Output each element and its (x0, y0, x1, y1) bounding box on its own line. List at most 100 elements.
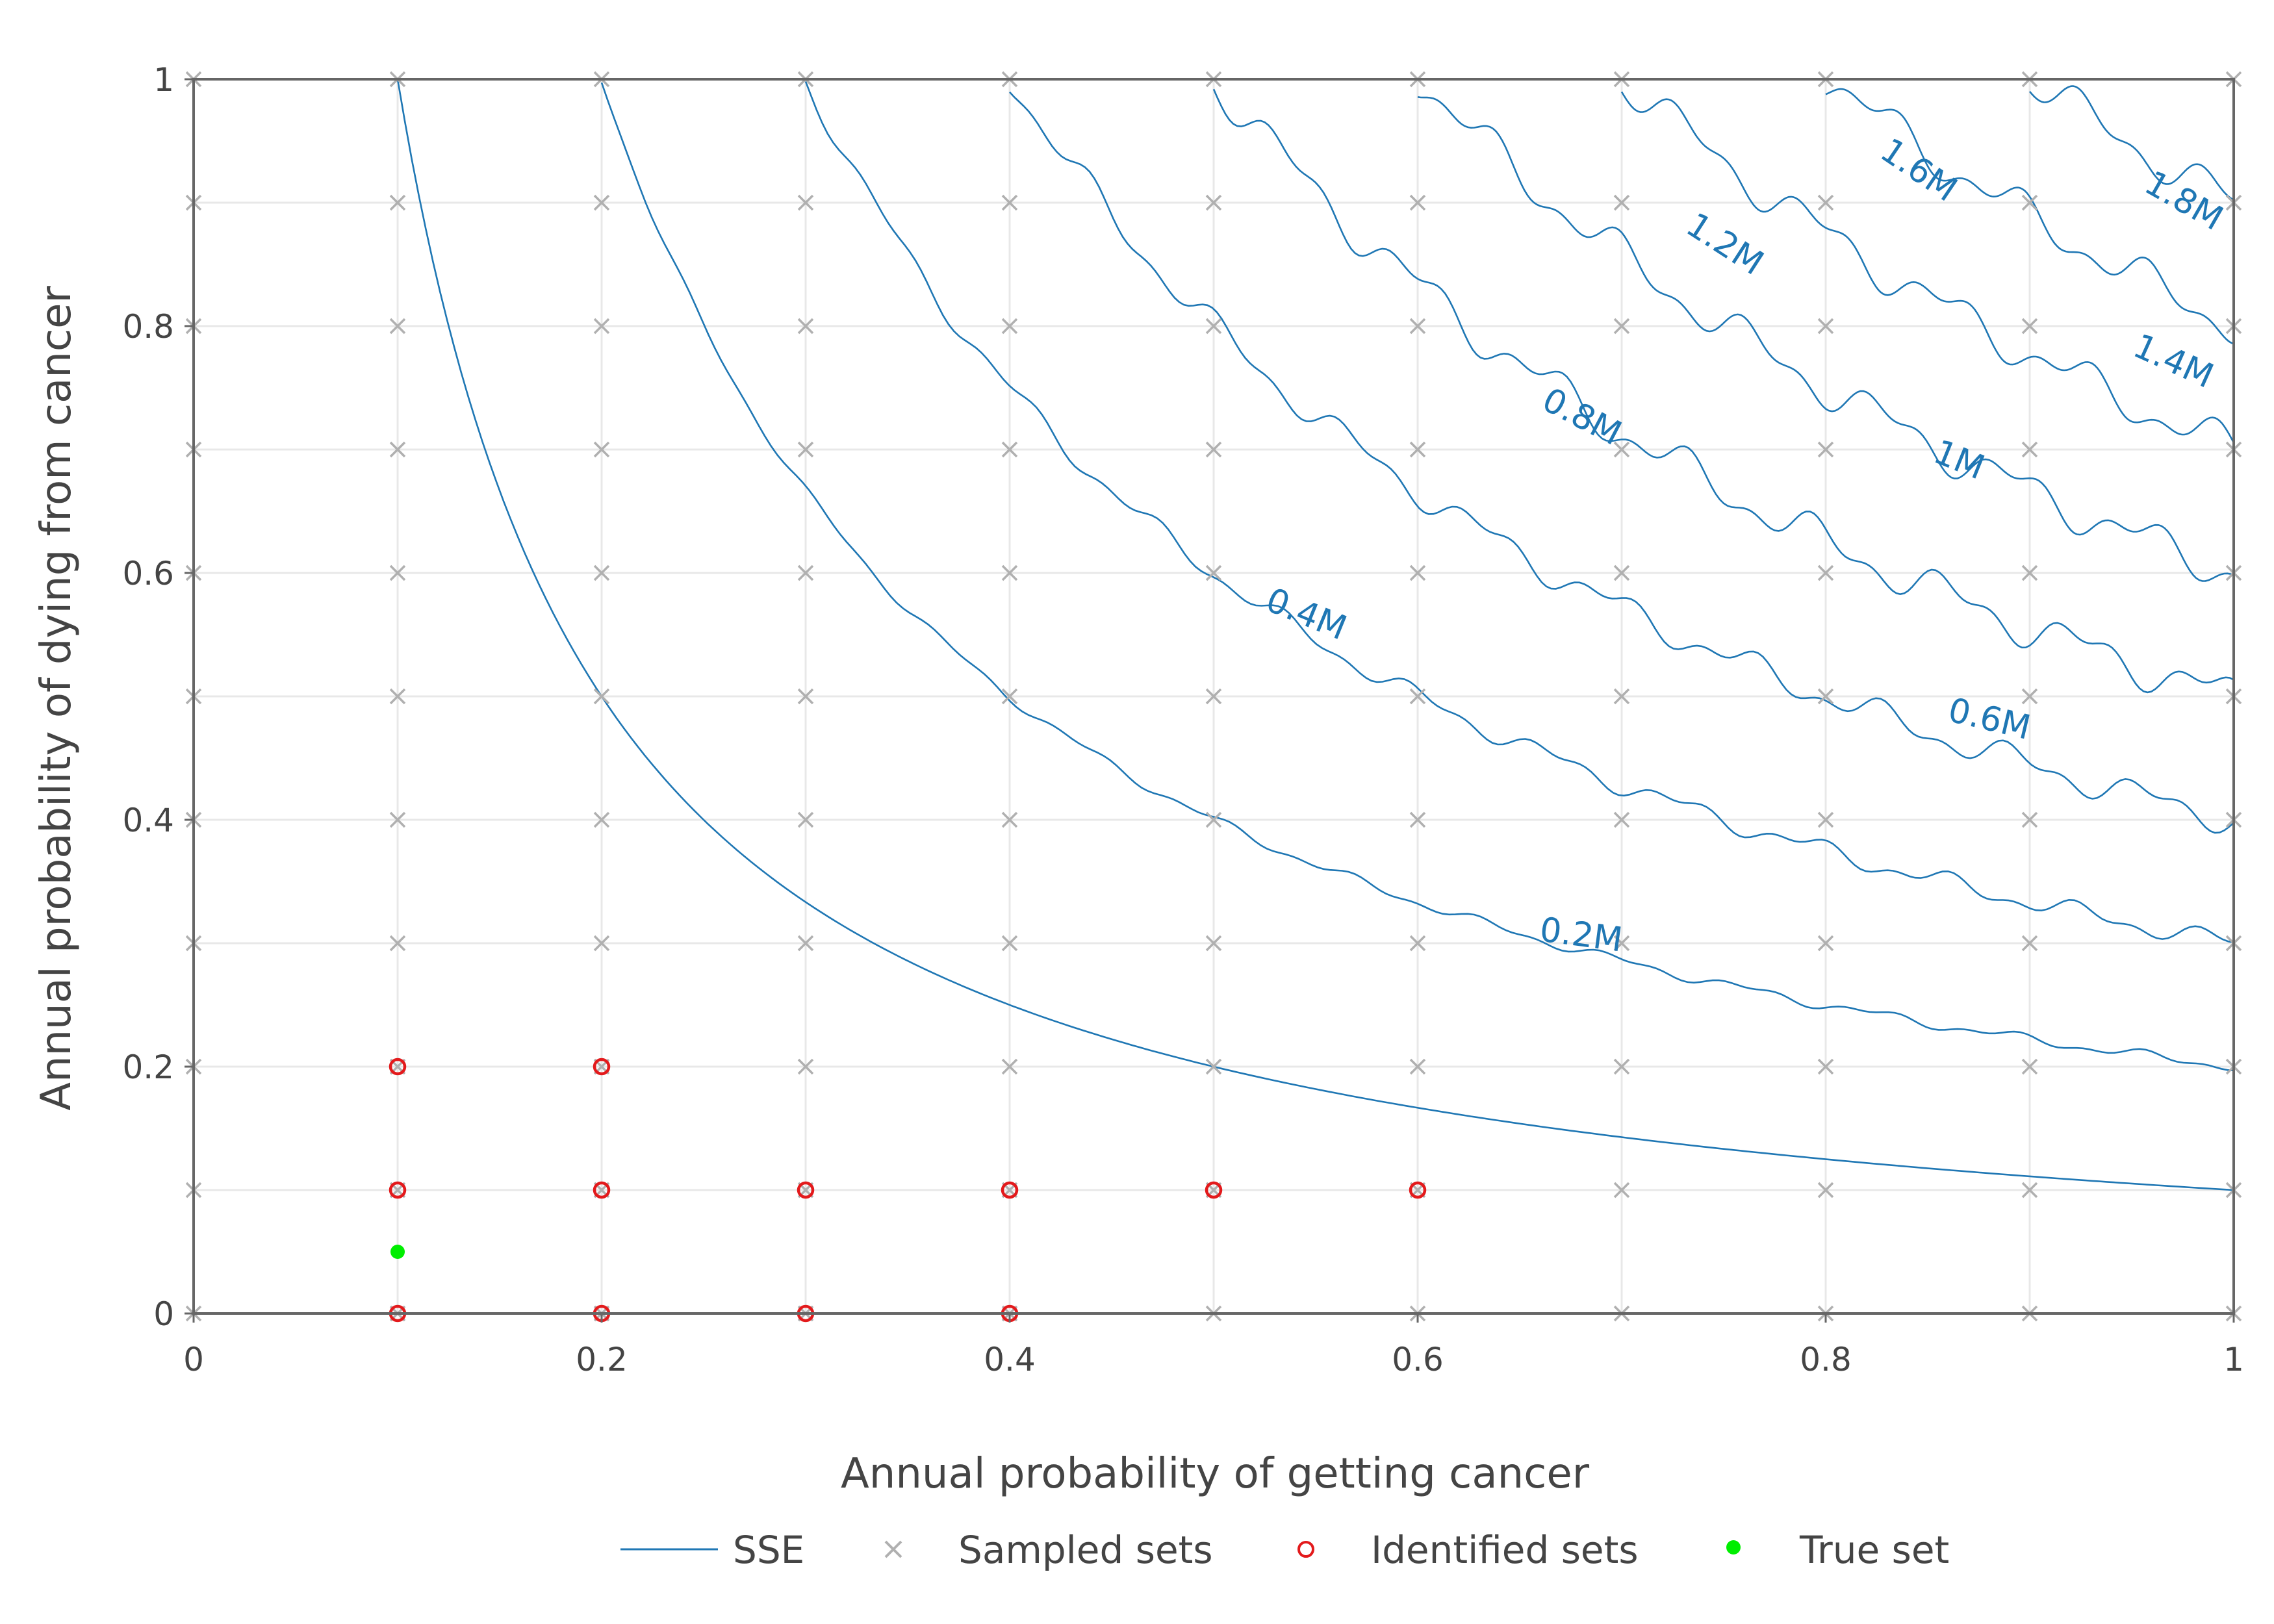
marker-stroke (2021, 441, 2038, 458)
x-axis-title: Annual probability of getting cancer (841, 1450, 1590, 1498)
marker-stroke (1817, 318, 1834, 335)
sampled-set-marker (593, 318, 610, 335)
marker-stroke (797, 1058, 814, 1075)
sampled-set-marker (593, 811, 610, 828)
sampled-set-marker (1001, 935, 1018, 952)
marker-stroke (593, 935, 610, 952)
sampled-sets-markers (185, 71, 2242, 1322)
legend[interactable]: SSE Sampled sets Identified sets True se… (620, 1528, 1949, 1572)
contour-line-0.8M (1009, 91, 2234, 834)
sampled-set-marker (2021, 688, 2038, 705)
legend-item-true-set[interactable]: True set (1726, 1528, 1949, 1572)
marker-stroke (1817, 441, 1834, 458)
sampled-set-marker (593, 194, 610, 211)
sampled-set-marker (1205, 935, 1222, 952)
sampled-set-marker (2021, 1182, 2038, 1199)
x-tick-label: 0.8 (1800, 1341, 1852, 1378)
legend-label-true-set: True set (1799, 1528, 1949, 1572)
marker-stroke (1613, 935, 1630, 952)
axes: 0 0.2 0.4 0.6 0.8 1 0 0.2 0.4 0.6 0.8 1 (122, 61, 2243, 1378)
sampled-set-marker (1205, 441, 1222, 458)
identified-set-marker (797, 1181, 815, 1199)
marker-stroke (1817, 935, 1834, 952)
marker-stroke (2021, 811, 2038, 828)
sampled-set-marker (797, 811, 814, 828)
contour-line-1.4M (1620, 91, 2235, 444)
legend-label-sse: SSE (733, 1528, 804, 1572)
marker-stroke (389, 811, 406, 828)
marker-stroke (1409, 688, 1426, 705)
legend-item-sse[interactable]: SSE (620, 1528, 804, 1572)
legend-item-identified-sets[interactable]: Identified sets (1297, 1528, 1639, 1572)
legend-item-sampled-sets[interactable]: Sampled sets (884, 1528, 1213, 1572)
marker-stroke (1613, 441, 1630, 458)
x-marker-icon (884, 1540, 902, 1558)
identified-set-marker (389, 1181, 407, 1199)
sampled-set-marker (1817, 811, 1834, 828)
sampled-set-marker (1613, 688, 1630, 705)
sampled-set-marker (1817, 565, 1834, 581)
identified-set-marker (1001, 1181, 1019, 1199)
sampled-set-marker (1205, 811, 1222, 828)
plot-frame (192, 78, 2235, 1315)
marker-stroke (1205, 441, 1222, 458)
marker-stroke (1409, 935, 1426, 952)
sampled-set-marker (2021, 194, 2038, 211)
sampled-set-marker (2021, 935, 2038, 952)
sampled-set-marker (797, 318, 814, 335)
marker-stroke (1817, 1182, 1834, 1199)
sampled-set-marker (1613, 1058, 1630, 1075)
marker-stroke (1001, 935, 1018, 952)
marker-stroke (2021, 1058, 2038, 1075)
marker-stroke (593, 811, 610, 828)
sampled-set-marker (1409, 565, 1426, 581)
marker-stroke (593, 441, 610, 458)
marker-stroke (389, 565, 406, 581)
sampled-set-marker (1205, 1058, 1222, 1075)
marker-stroke (389, 318, 406, 335)
open-circle-icon (1297, 1541, 1314, 1558)
marker-stroke (2021, 318, 2038, 335)
marker-stroke (2021, 1182, 2038, 1199)
sampled-set-marker (1613, 811, 1630, 828)
sampled-set-marker (1409, 935, 1426, 952)
sampled-set-marker (1613, 441, 1630, 458)
contour-line-1.6M (1825, 88, 2234, 345)
marker-stroke (2021, 194, 2038, 211)
marker-stroke (1001, 441, 1018, 458)
sampled-set-marker (1205, 565, 1222, 581)
marker-stroke (1613, 194, 1630, 211)
marker-stroke (2021, 688, 2038, 705)
marker-stroke (1409, 565, 1426, 581)
marker-stroke (389, 441, 406, 458)
contour-line-0.2M (396, 79, 2234, 1191)
sampled-set-marker (389, 318, 406, 335)
sampled-set-marker (389, 194, 406, 211)
marker-stroke (1817, 194, 1834, 211)
x-tick-label: 0.6 (1392, 1341, 1444, 1378)
y-tick-label: 0 (153, 1295, 174, 1333)
marker-stroke (1205, 318, 1222, 335)
sse-contours (396, 79, 2235, 1191)
x-tick-label: 0 (183, 1341, 204, 1378)
marker-stroke (1205, 194, 1222, 211)
contour-line-1.8M (2029, 85, 2234, 201)
sampled-set-marker (2021, 811, 2038, 828)
marker-stroke (1001, 811, 1018, 828)
marker-stroke (797, 318, 814, 335)
marker-stroke (1409, 194, 1426, 211)
marker-stroke (2021, 565, 2038, 581)
dot-icon (1726, 1540, 1741, 1554)
sampled-set-marker (1409, 688, 1426, 705)
marker-stroke (797, 441, 814, 458)
sampled-set-marker (2021, 441, 2038, 458)
sampled-set-marker (1613, 194, 1630, 211)
contour-line-1M (1212, 88, 2234, 694)
x-tick-label: 1 (2223, 1341, 2244, 1378)
sampled-set-marker (1817, 935, 1834, 952)
sampled-set-marker (1409, 194, 1426, 211)
identified-set-marker (593, 1181, 611, 1199)
marker-stroke (797, 565, 814, 581)
sampled-set-marker (1613, 1182, 1630, 1199)
